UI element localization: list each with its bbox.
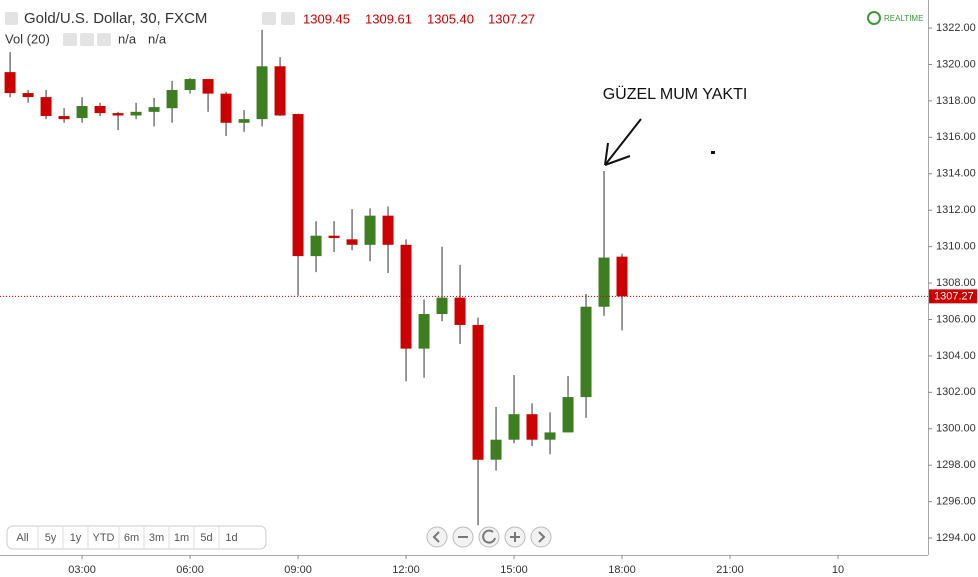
candle-body [58, 116, 70, 120]
y-tick-label: 1308.00 [936, 277, 976, 289]
candle-body [94, 106, 106, 114]
candle-body [184, 79, 196, 90]
realtime-label: REALTIME [884, 14, 923, 23]
range-button[interactable]: YTD [93, 532, 115, 544]
candle-body [166, 89, 178, 109]
last-price-box [929, 289, 977, 304]
candle-body [328, 235, 340, 239]
y-tick-label: 1306.00 [936, 313, 976, 325]
candle-body [274, 66, 286, 116]
realtime-icon [867, 11, 881, 25]
nav-glyphs [432, 529, 546, 544]
ohlc-high: 1309.61 [365, 11, 412, 26]
x-tick-label: 18:00 [608, 564, 636, 576]
x-tick-label: 06:00 [176, 564, 204, 576]
annotation-arrow [604, 118, 642, 166]
scroll-right[interactable] [530, 526, 552, 548]
y-tick-label: 1302.00 [936, 386, 976, 398]
volume-icon[interactable] [63, 33, 77, 46]
range-button[interactable]: 1m [174, 532, 189, 544]
candle-body [130, 111, 142, 116]
candle-body [580, 306, 592, 398]
range-buttons: All 5y 1y YTD 6m 3m 1m 5d 1d [16, 527, 238, 548]
ohlc-close: 1307.27 [488, 11, 535, 26]
range-button[interactable]: 3m [149, 532, 164, 544]
y-tick-label: 1320.00 [936, 58, 976, 70]
volume-close-icon[interactable] [97, 33, 111, 46]
y-tick-label: 1318.00 [936, 95, 976, 107]
settings-icon[interactable] [262, 12, 276, 25]
x-tick-label: 10 [832, 564, 844, 576]
volume-label: Vol (20) [5, 31, 50, 46]
candle-body [490, 439, 502, 460]
range-bar [6, 525, 267, 550]
ohlc-open: 1309.45 [303, 11, 350, 26]
range-button[interactable]: 5y [45, 532, 57, 544]
candle-body [202, 79, 214, 94]
range-button[interactable]: All [16, 532, 28, 544]
candle-body [310, 235, 322, 257]
y-tick-label: 1300.00 [936, 423, 976, 435]
y-tick-label: 1310.00 [936, 241, 976, 253]
range-button[interactable]: 6m [124, 532, 139, 544]
y-tick-label: 1298.00 [936, 459, 976, 471]
range-button[interactable]: 5d [200, 532, 212, 544]
candle-body [436, 297, 448, 315]
candle-body [4, 72, 16, 94]
candle-body [238, 119, 250, 123]
candle-body [598, 257, 610, 307]
y-tick-label: 1304.00 [936, 350, 976, 362]
candle-body [544, 432, 556, 440]
x-tick-label: 03:00 [68, 564, 96, 576]
symbol-icon[interactable] [5, 12, 18, 25]
candle-body [400, 244, 412, 349]
stray-mark [711, 151, 715, 154]
candle-body [418, 314, 430, 349]
range-button[interactable]: 1y [70, 532, 82, 544]
candle-body [616, 256, 628, 297]
volume-value: n/a [118, 31, 137, 46]
close-icon[interactable] [281, 12, 295, 25]
candle-body [220, 93, 232, 123]
annotation: GÜZEL MUM YAKTI [603, 85, 748, 103]
candle-body [40, 97, 52, 117]
volume-settings-icon[interactable] [80, 33, 94, 46]
candle-body [454, 297, 466, 325]
y-tick-label: 1312.00 [936, 204, 976, 216]
ohlc-low: 1305.40 [427, 11, 474, 26]
candle-body [76, 106, 88, 119]
candle-body [256, 66, 268, 120]
candle-body [148, 107, 160, 112]
x-tick-label: 12:00 [392, 564, 420, 576]
candle-body [364, 215, 376, 245]
range-button[interactable]: 1d [225, 532, 237, 544]
x-tick-label: 21:00 [716, 564, 744, 576]
candle-body [382, 215, 394, 245]
x-tick-label: 09:00 [284, 564, 312, 576]
x-tick-label: 15:00 [500, 564, 528, 576]
candle-body [22, 93, 34, 98]
y-tick-label: 1314.00 [936, 168, 976, 180]
y-tick-label: 1296.00 [936, 496, 976, 508]
nav-buttons [426, 526, 552, 548]
chart-title: Gold/U.S. Dollar, 30, FXCM [24, 10, 207, 27]
scroll-left[interactable] [426, 526, 448, 548]
candle-body [112, 113, 124, 116]
y-tick-label: 1316.00 [936, 131, 976, 143]
last-price-label: 1307.27 [934, 290, 974, 302]
volume-value: n/a [148, 31, 167, 46]
candle-body [562, 397, 574, 433]
y-tick-label: 1294.00 [936, 532, 976, 544]
candle-body [292, 114, 304, 257]
candle-body [526, 414, 538, 440]
candle-body [346, 239, 358, 245]
candle-body [508, 414, 520, 440]
y-tick-label: 1322.00 [936, 22, 976, 34]
candle-body [472, 324, 484, 460]
